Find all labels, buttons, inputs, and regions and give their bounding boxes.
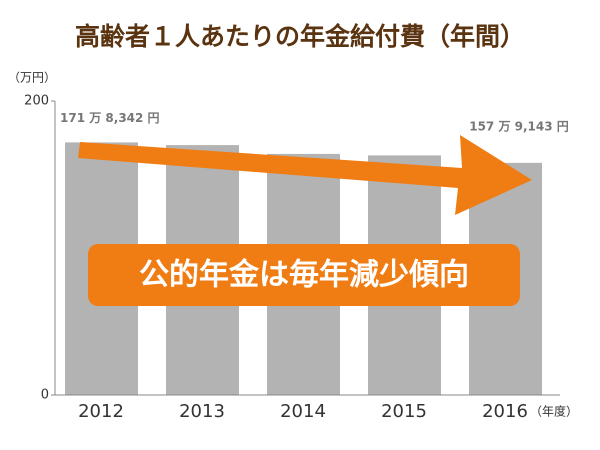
y-tick-label: 200 [24,94,49,109]
data-label: 171 万 8,342 円 [60,111,160,125]
data-label: 157 万 9,143 円 [469,119,569,133]
y-unit: （万円） [8,71,56,85]
y-tick-label: 0 [41,388,49,403]
chart-title: 高齢者１人あたりの年金給付費（年間） [75,22,525,51]
x-tick-label: 2013 [179,401,225,422]
x-tick-label: 2012 [78,401,124,422]
trend-arrow [78,135,532,215]
annotation-box [88,244,520,306]
x-unit: （年度） [530,404,578,419]
annotation: 公的年金は毎年減少傾向 [139,258,469,293]
x-tick-label: 2015 [381,401,427,422]
x-tick-label: 2016 [482,401,528,422]
x-tick-label: 2014 [280,401,326,422]
